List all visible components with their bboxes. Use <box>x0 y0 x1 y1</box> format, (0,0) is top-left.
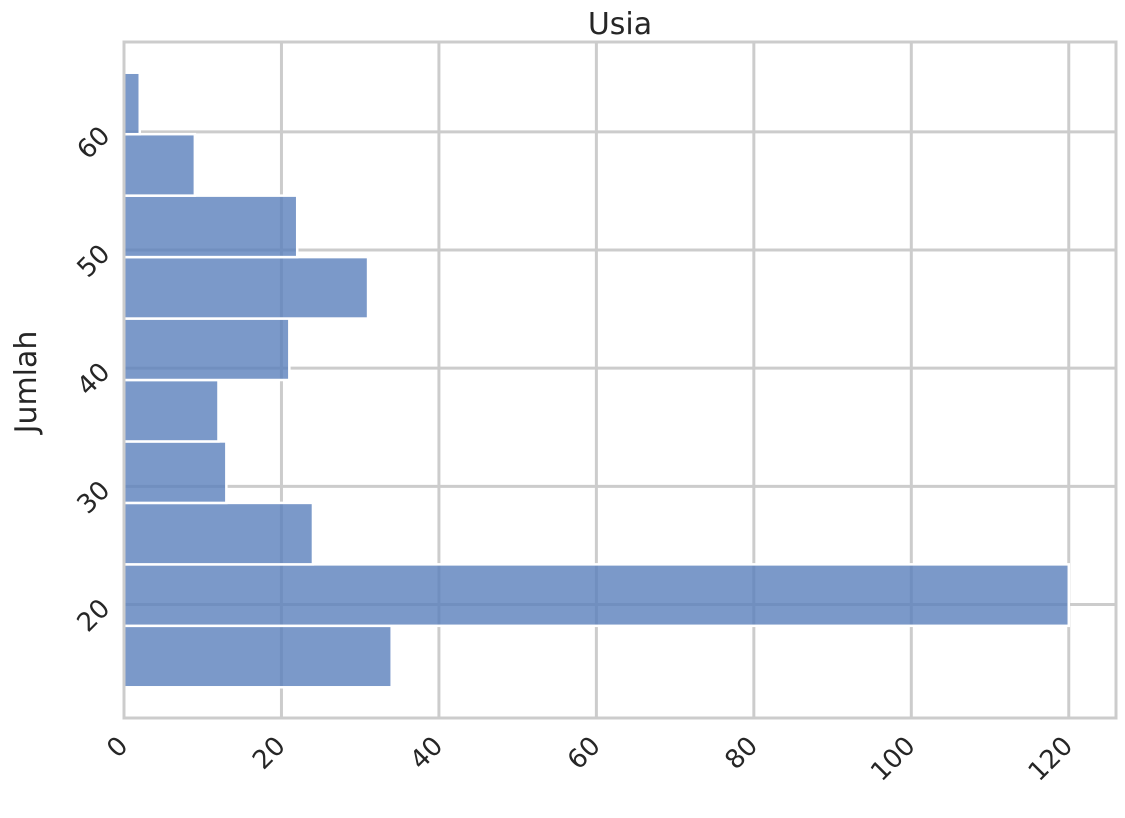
x-tick-label: 0 <box>101 731 134 764</box>
x-tick-label: 80 <box>719 731 764 776</box>
histogram-bar <box>122 71 141 136</box>
y-tick-label: 40 <box>72 357 117 402</box>
y-tick-label: 20 <box>72 594 117 639</box>
y-tick-label: 50 <box>72 239 117 284</box>
y-axis-ticks: 20 30 40 50 60 <box>72 121 117 638</box>
y-tick-label: 60 <box>72 121 117 166</box>
x-axis-ticks: 0 20 40 60 80 100 120 <box>101 731 1079 787</box>
bars <box>122 71 1071 689</box>
plot-frame <box>122 40 1118 720</box>
histogram-bar <box>122 132 197 197</box>
x-tick-label: 20 <box>247 731 292 776</box>
x-tick-label: 100 <box>865 731 921 787</box>
histogram-bar <box>122 378 220 443</box>
histogram-bar <box>122 501 315 566</box>
axes-border <box>122 40 1118 720</box>
y-axis-label: Jumlah <box>9 331 44 436</box>
y-tick-label: 30 <box>72 475 117 520</box>
histogram-bar <box>122 255 370 320</box>
chart-title: Usia <box>588 7 652 42</box>
x-tick-label: 60 <box>562 731 607 776</box>
histogram-bar <box>122 194 299 259</box>
histogram-bar <box>122 440 228 505</box>
histogram-bar <box>122 624 393 689</box>
x-tick-label: 40 <box>405 731 450 776</box>
x-tick-label: 120 <box>1023 731 1079 787</box>
histogram-bar <box>122 563 1071 628</box>
histogram-bar <box>122 317 291 382</box>
